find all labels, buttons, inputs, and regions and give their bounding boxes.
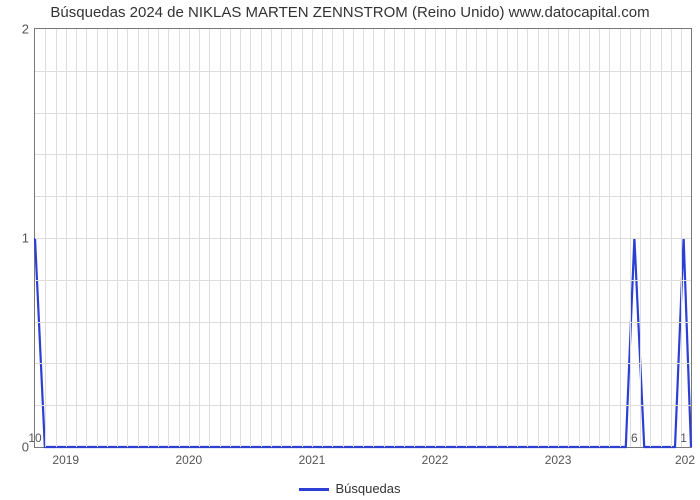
gridline-v [261,29,262,447]
gridline-v [630,29,631,447]
gridline-v [517,29,518,447]
gridline-v [414,29,415,447]
gridline-v [671,29,672,447]
gridline-v [271,29,272,447]
gridline-v [281,29,282,447]
plot-area: 012201920202021202220232021061 [34,28,692,448]
gridline-v [66,29,67,447]
gridline-v [681,29,682,447]
gridline-v [558,29,559,447]
gridline-v [209,29,210,447]
gridline-v [568,29,569,447]
gridline-v [199,29,200,447]
gridline-v [107,29,108,447]
gridline-v [486,29,487,447]
gridline-v [179,29,180,447]
gridline-v [343,29,344,447]
gridline-v [548,29,549,447]
gridline-v [291,29,292,447]
gridline-v [661,29,662,447]
gridline-v [589,29,590,447]
gridline-v [599,29,600,447]
gridline-v [97,29,98,447]
gridline-v [158,29,159,447]
x-tick-label: 2023 [545,447,572,467]
gridline-v [240,29,241,447]
gridline-v [507,29,508,447]
gridline-v [476,29,477,447]
gridline-v [76,29,77,447]
y-tick-label: 1 [22,231,35,246]
gridline-v [302,29,303,447]
gridline-v [609,29,610,447]
x-tick-label: 2021 [299,447,326,467]
legend-swatch [299,488,329,491]
x-tick-label: 202 [675,447,695,467]
x-tick-label: 2022 [422,447,449,467]
legend-label: Búsquedas [335,481,400,496]
gridline-v [404,29,405,447]
y-tick-label: 2 [22,22,35,37]
gridline-v [538,29,539,447]
gridline-v [497,29,498,447]
chart-title: Búsquedas 2024 de NIKLAS MARTEN ZENNSTRO… [0,4,700,21]
gridline-v [117,29,118,447]
gridline-v [363,29,364,447]
gridline-v [445,29,446,447]
gridline-v [373,29,374,447]
gridline-v [56,29,57,447]
gridline-v [579,29,580,447]
gridline-v [353,29,354,447]
gridline-v [148,29,149,447]
data-point-label: 10 [28,431,41,445]
gridline-v [312,29,313,447]
gridline-v [384,29,385,447]
chart-container: Búsquedas 2024 de NIKLAS MARTEN ZENNSTRO… [0,0,700,500]
gridline-v [466,29,467,447]
gridline-v [138,29,139,447]
gridline-v [620,29,621,447]
gridline-v [86,29,87,447]
legend: Búsquedas [0,481,700,496]
gridline-v [425,29,426,447]
gridline-v [394,29,395,447]
gridline-v [230,29,231,447]
gridline-v [527,29,528,447]
data-point-label: 6 [631,431,638,445]
gridline-v [322,29,323,447]
gridline-v [45,29,46,447]
gridline-v [127,29,128,447]
gridline-v [332,29,333,447]
gridline-v [640,29,641,447]
x-tick-label: 2019 [52,447,79,467]
gridline-v [456,29,457,447]
gridline-v [220,29,221,447]
gridline-v [435,29,436,447]
x-tick-label: 2020 [175,447,202,467]
gridline-v [189,29,190,447]
gridline-v [168,29,169,447]
gridline-v [250,29,251,447]
data-point-label: 1 [680,431,687,445]
gridline-v [650,29,651,447]
